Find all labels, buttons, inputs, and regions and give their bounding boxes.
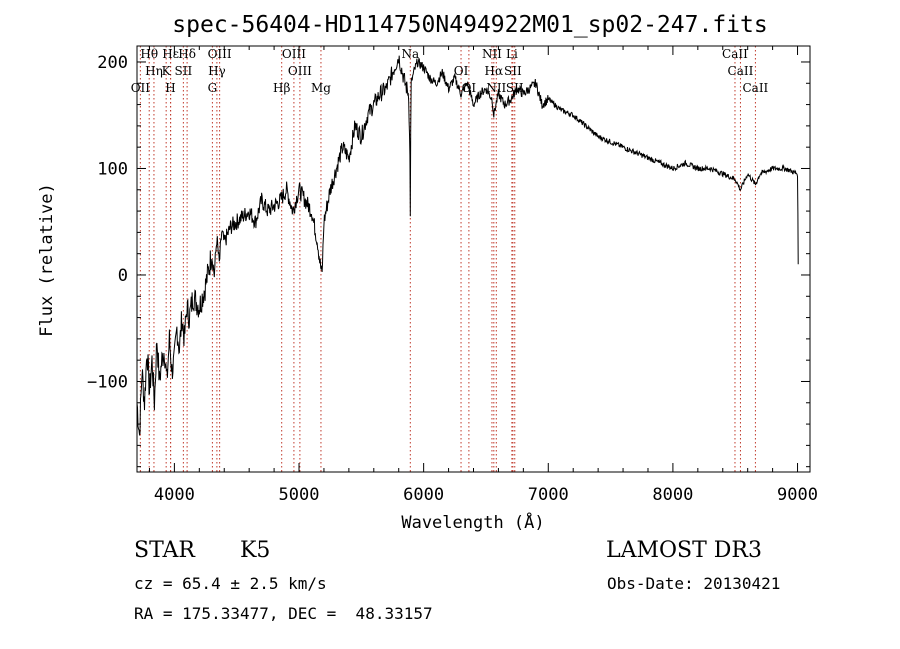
y-tick-label: 200 (97, 53, 128, 73)
y-axis-ticks: −100 0 100 200 (87, 53, 810, 468)
x-axis-label: Wavelength (Å) (401, 511, 544, 533)
x-tick-label: 5000 (279, 485, 320, 505)
line-marker-label: Hδ (178, 47, 196, 61)
y-tick-label: 100 (97, 159, 128, 179)
line-marker-label: OII (131, 81, 151, 95)
line-marker-label: OI (454, 64, 469, 78)
x-tick-label: 4000 (154, 485, 195, 505)
line-marker-label: NII (486, 81, 506, 95)
line-marker-label: SII (175, 64, 193, 78)
coordinates: RA = 175.33477, DEC = 48.33157 (134, 604, 433, 623)
line-marker-label: OIII (208, 47, 232, 61)
observation-date: Obs-Date: 20130421 (607, 574, 781, 593)
x-tick-label: 7000 (528, 485, 569, 505)
line-marker-label: Hη (145, 64, 163, 78)
line-marker-label: Mg (311, 81, 331, 95)
line-marker-label: CaII (722, 47, 748, 61)
line-marker-label: G (208, 81, 218, 95)
object-class: STAR (134, 538, 195, 563)
line-marker-label: Na (401, 47, 419, 61)
y-tick-label: −100 (87, 372, 128, 392)
line-markers (139, 46, 756, 472)
line-marker-label: Hγ (208, 64, 226, 78)
line-marker-label: SII (504, 64, 522, 78)
y-axis-label: Flux (relative) (37, 183, 57, 337)
spectrum-line (136, 55, 799, 437)
line-marker-label: CaII (728, 64, 754, 78)
line-marker-labels: HθHηOIIHεKHHδSIIGOIIIHγHβOIIIOIIIMgNaOIO… (131, 47, 769, 95)
line-marker-label: CaII (742, 81, 768, 95)
line-marker-label: H (165, 81, 175, 95)
x-axis-ticks: 4000 5000 6000 7000 8000 9000 (148, 46, 818, 505)
line-marker-label: Hα (485, 64, 504, 78)
line-marker-label: Li (506, 47, 518, 61)
plot-frame (136, 45, 811, 473)
line-marker-label: Hβ (273, 81, 290, 95)
line-marker-label: NII (482, 47, 502, 61)
x-tick-label: 8000 (652, 485, 693, 505)
line-marker-label: Hθ (140, 47, 158, 61)
redshift-velocity: cz = 65.4 ± 2.5 km/s (134, 574, 327, 593)
x-tick-label: 6000 (403, 485, 444, 505)
line-marker-label: OIII (282, 47, 306, 61)
line-marker-label: OIII (288, 64, 312, 78)
line-marker-label: K (162, 64, 172, 78)
chart-title: spec-56404-HD114750N494922M01_sp02-247.f… (172, 12, 767, 38)
object-subclass: K5 (240, 538, 271, 563)
line-marker-label: Hε (162, 47, 179, 61)
y-tick-label: 0 (118, 266, 128, 286)
x-tick-label: 9000 (777, 485, 818, 505)
survey-name: LAMOST DR3 (606, 538, 762, 563)
